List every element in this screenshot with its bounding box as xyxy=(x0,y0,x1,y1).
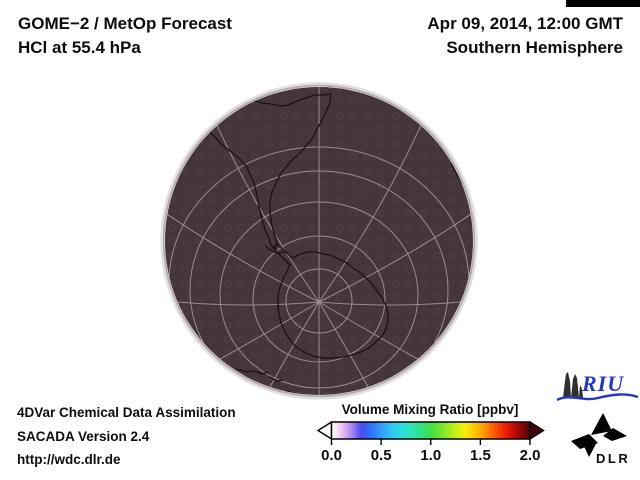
cathedral-icon xyxy=(563,372,583,398)
colorbar xyxy=(316,420,545,445)
coast-fragment-3 xyxy=(285,390,319,395)
top-right-black-bar xyxy=(566,0,640,7)
footer: 4DVar Chemical Data Assimilation SACADA … xyxy=(17,401,236,472)
footer-assimilation-label: 4DVar Chemical Data Assimilation xyxy=(17,405,236,420)
footer-url-label: http://wdc.dlr.de xyxy=(17,452,121,467)
header-left: GOME−2 / MetOp Forecast HCl at 55.4 hPa xyxy=(18,12,232,60)
colorbar-left-arrow-icon xyxy=(316,420,333,441)
product-title: GOME−2 / MetOp Forecast xyxy=(18,14,232,33)
coast-fragment-2 xyxy=(269,376,284,382)
riu-label: RIU xyxy=(582,371,625,396)
riu-wave-icon xyxy=(556,393,639,402)
header-right: Apr 09, 2014, 12:00 GMT Southern Hemisph… xyxy=(427,12,623,60)
colorbar-gradient-bar xyxy=(330,421,531,440)
dlr-label: DLR xyxy=(596,451,631,466)
colorbar-right-arrow-icon xyxy=(529,420,545,441)
colorbar-tickmarks xyxy=(330,439,531,445)
colorbar-tick-labels: 0.0 0.5 1.0 1.5 2.0 xyxy=(312,447,548,465)
riu-logo xyxy=(556,372,639,402)
coast-south-america xyxy=(189,93,332,250)
footer-version-label: SACADA Version 2.4 xyxy=(17,428,150,444)
coast-fragment-1 xyxy=(236,368,269,375)
colorbar-tick-label: 1.0 xyxy=(420,447,442,464)
colorbar-tick-label: 0.5 xyxy=(370,447,392,464)
species-level-title: HCl at 55.4 hPa xyxy=(18,38,141,57)
dlr-emblem-icon xyxy=(571,413,627,457)
colorbar-tick-label: 1.5 xyxy=(469,447,491,464)
globe-rim xyxy=(162,84,476,398)
datetime-label: Apr 09, 2014, 12:00 GMT xyxy=(427,14,623,33)
globe-outer-rim xyxy=(160,82,478,400)
coast-tierra-del-fuego xyxy=(265,246,285,254)
colorbar-tick-label: 2.0 xyxy=(519,447,541,464)
colorbar-title: Volume Mixing Ratio [ppbv] xyxy=(341,402,519,417)
colorbar-tick-label: 0.0 xyxy=(321,447,342,464)
coast-antarctica xyxy=(273,243,389,359)
hemisphere-label: Southern Hemisphere xyxy=(446,38,623,57)
